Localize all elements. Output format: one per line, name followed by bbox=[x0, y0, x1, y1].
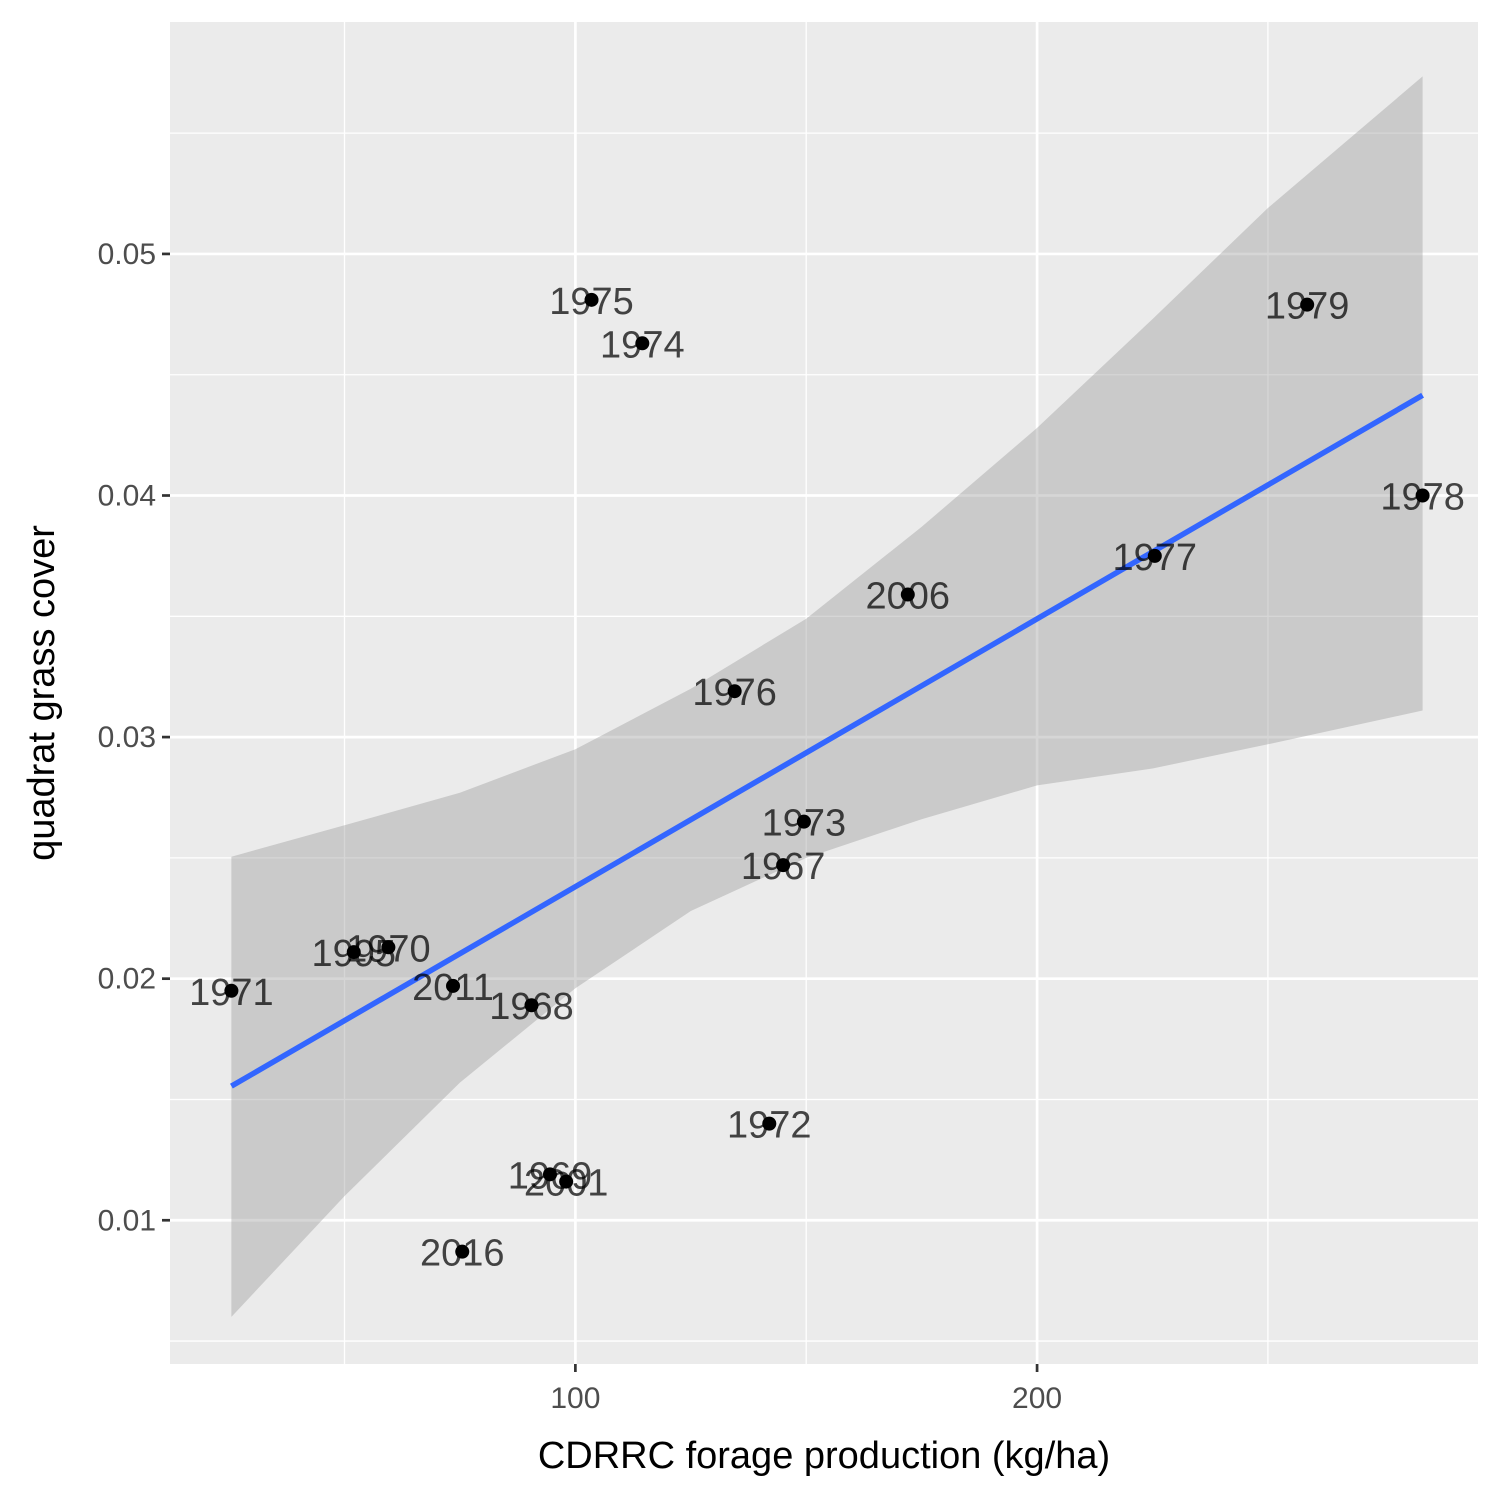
regression-line bbox=[230, 392, 1424, 1089]
point-label-1969: 1969 bbox=[508, 1155, 593, 1197]
y-axis-title: quadrat grass cover bbox=[21, 525, 63, 861]
point-label-1972: 1972 bbox=[727, 1105, 812, 1147]
point-2016 bbox=[455, 1244, 470, 1259]
point-label-1975: 1975 bbox=[549, 281, 634, 323]
point-label-1967: 1967 bbox=[741, 846, 826, 888]
point-label-1974: 1974 bbox=[600, 324, 685, 366]
point-label-2006: 2006 bbox=[866, 576, 951, 618]
y-tick-label: 0.05 bbox=[98, 238, 156, 271]
point-1975 bbox=[584, 292, 599, 307]
point-1969 bbox=[542, 1167, 557, 1182]
data-points bbox=[224, 292, 1430, 1259]
point-1970 bbox=[381, 940, 396, 955]
point-label-1968: 1968 bbox=[489, 986, 574, 1028]
x-axis: 100 200 bbox=[550, 1364, 1062, 1415]
point-label-1979: 1979 bbox=[1265, 286, 1350, 328]
point-label-2016: 2016 bbox=[420, 1233, 505, 1275]
plot-panel bbox=[170, 22, 1478, 1364]
point-label-2011: 2011 bbox=[412, 967, 494, 1009]
point-2006 bbox=[900, 587, 915, 602]
point-label-2001: 2001 bbox=[524, 1163, 609, 1205]
point-1979 bbox=[1300, 297, 1315, 312]
point-label-1995: 1995 bbox=[311, 933, 396, 975]
point-1968 bbox=[524, 998, 539, 1013]
point-2011 bbox=[446, 978, 461, 993]
point-1971 bbox=[224, 983, 239, 998]
point-1977 bbox=[1147, 548, 1162, 563]
y-tick-label: 0.01 bbox=[98, 1204, 156, 1237]
point-1967 bbox=[776, 858, 791, 873]
y-tick-label: 0.02 bbox=[98, 963, 156, 996]
minor-gridlines bbox=[170, 22, 1478, 1364]
point-label-1977: 1977 bbox=[1113, 537, 1198, 579]
point-1972 bbox=[762, 1116, 777, 1131]
x-tick-label: 200 bbox=[1012, 1382, 1062, 1415]
x-tick-label: 100 bbox=[550, 1382, 600, 1415]
y-tick-label: 0.04 bbox=[98, 480, 156, 513]
point-label-1976: 1976 bbox=[692, 672, 777, 714]
point-2001 bbox=[559, 1174, 574, 1189]
point-1973 bbox=[796, 814, 811, 829]
point-label-1973: 1973 bbox=[762, 803, 847, 845]
point-1976 bbox=[727, 684, 742, 699]
y-tick-label: 0.03 bbox=[98, 721, 156, 754]
point-label-1971: 1971 bbox=[189, 972, 274, 1014]
x-axis-title: CDRRC forage production (kg/ha) bbox=[538, 1435, 1110, 1477]
point-label-1978: 1978 bbox=[1380, 477, 1465, 519]
point-1974 bbox=[635, 336, 650, 351]
point-1978 bbox=[1415, 488, 1430, 503]
major-gridlines bbox=[170, 22, 1478, 1364]
y-axis: 0.01 0.02 0.03 0.04 0.05 bbox=[98, 238, 170, 1237]
point-label-1970: 1970 bbox=[346, 928, 431, 970]
point-1995 bbox=[346, 945, 361, 960]
